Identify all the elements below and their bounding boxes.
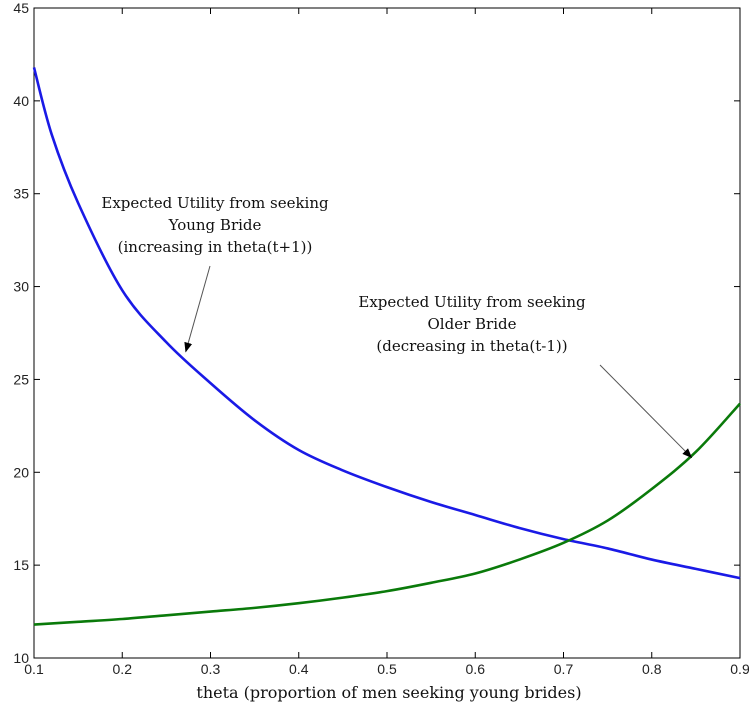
y-tick-label: 25	[13, 371, 29, 387]
annotations: Expected Utility from seeking Young Bride…	[101, 194, 693, 459]
young-bride-utility-line	[32, 67, 741, 580]
y-tick-label: 10	[13, 650, 29, 666]
annotation-line: Older Bride	[428, 315, 517, 333]
annotation-arrow	[184, 265, 211, 353]
x-tick-label: 0.6	[466, 661, 486, 677]
annotation-line: (decreasing in theta(t-1))	[376, 337, 567, 355]
x-axis-label: theta (proportion of men seeking young b…	[196, 683, 581, 702]
y-tick-label: 35	[13, 186, 29, 202]
x-tick-label: 0.5	[377, 661, 397, 677]
x-tick-label: 0.3	[201, 661, 221, 677]
y-tick-label: 40	[13, 93, 29, 109]
y-tick-label: 15	[13, 557, 29, 573]
annotation-young-bride: Expected Utility from seeking Young Bride…	[101, 194, 329, 353]
y-tick-label: 20	[13, 464, 29, 480]
plot-area	[33, 7, 741, 659]
annotation-line: Expected Utility from seeking	[101, 194, 329, 212]
x-tick-label: 0.9	[730, 661, 749, 677]
x-tick-label: 0.2	[113, 661, 133, 677]
annotation-line: Young Bride	[168, 216, 262, 234]
y-tick-label: 30	[13, 279, 29, 295]
x-tick-label: 0.8	[642, 661, 662, 677]
annotation-line: Expected Utility from seeking	[358, 293, 586, 311]
older-bride-utility-line	[33, 402, 741, 626]
x-tick-label: 0.7	[554, 661, 574, 677]
tick-labels: 0.1 0.2 0.3 0.4 0.5 0.6 0.7 0.8 0.9 10 15 20 25 30 35 4…	[13, 0, 749, 677]
tick-marks	[33, 7, 741, 659]
annotation-arrow	[599, 364, 693, 459]
annotation-line: (increasing in theta(t+1))	[118, 238, 313, 256]
annotation-older-bride: Expected Utility from seeking Older Bride…	[358, 293, 693, 459]
x-tick-label: 0.1	[24, 661, 44, 677]
x-tick-label: 0.4	[289, 661, 309, 677]
series-group	[32, 67, 741, 626]
y-tick-label: 45	[13, 0, 29, 16]
